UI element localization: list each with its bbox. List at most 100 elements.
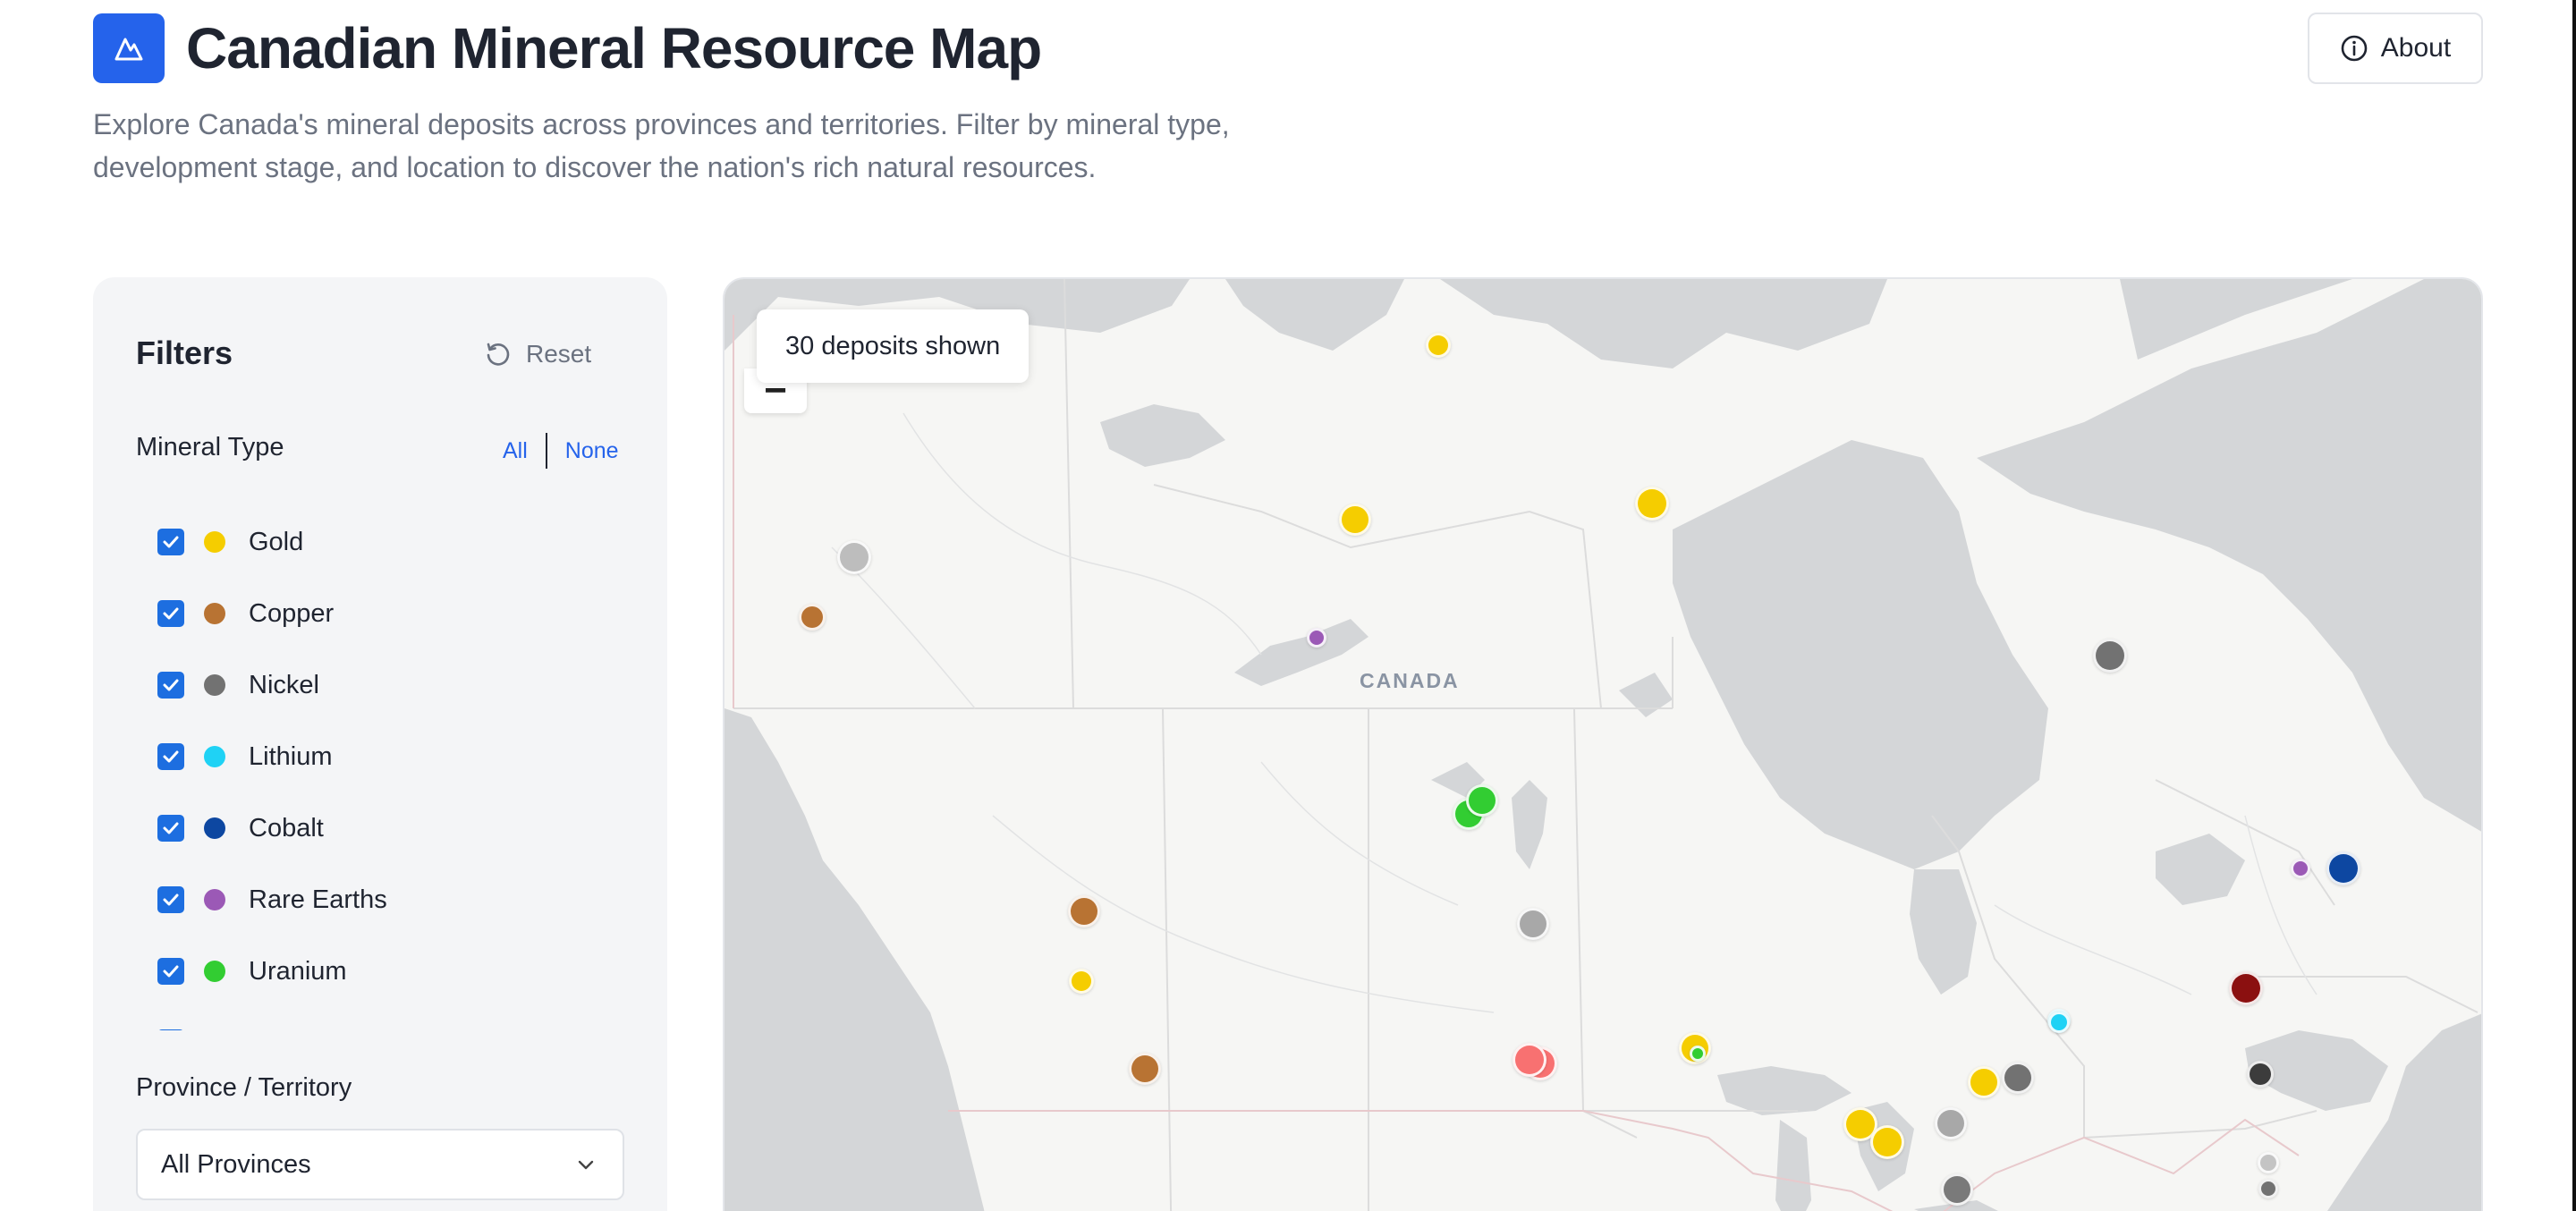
mineral-item-uranium[interactable]: Uranium [157, 952, 347, 991]
deposit-marker-gold[interactable] [1426, 333, 1451, 358]
filters-title: Filters [136, 335, 233, 371]
deposit-marker-copper[interactable] [799, 604, 826, 631]
deposit-marker-uranium[interactable] [1466, 784, 1498, 817]
mineral-label: Potash [249, 1029, 329, 1031]
lake-winnipeg [1512, 780, 1547, 869]
deposit-marker-potash[interactable] [1513, 1043, 1546, 1077]
about-button[interactable]: About [2308, 13, 2483, 84]
deposit-marker-nickel[interactable] [1941, 1173, 1973, 1206]
all-none-toggle: All None [503, 431, 619, 470]
deposit-marker-gold[interactable] [1843, 1107, 1877, 1141]
check-icon [163, 679, 179, 691]
mineral-item-nickel[interactable]: Nickel [157, 665, 319, 705]
atlantic-ocean [2327, 1013, 2481, 1211]
deposit-marker-nickel[interactable] [837, 540, 871, 574]
deposit-marker-nickel[interactable] [1935, 1107, 1967, 1139]
deposit-marker-gold[interactable] [1870, 1125, 1904, 1159]
deposit-marker-gold[interactable] [1339, 504, 1371, 536]
deposit-marker-gold[interactable] [1069, 969, 1094, 994]
page-title: Canadian Mineral Resource Map [186, 16, 1042, 80]
check-icon [163, 750, 179, 763]
divider [545, 433, 547, 469]
mineral-color-swatch [204, 746, 225, 767]
mineral-label: Lithium [249, 741, 333, 771]
mineral-type-label: Mineral Type [136, 433, 284, 462]
deposit-marker-uranium[interactable] [1690, 1046, 1706, 1062]
check-icon [163, 536, 179, 548]
mineral-color-swatch [204, 603, 225, 624]
deposit-marker-nickel[interactable] [1517, 908, 1549, 940]
mineral-list-clip: Gold Copper Nickel Lithium Cobalt Rare Earths… [93, 277, 667, 1030]
deposit-marker-gold[interactable] [1635, 487, 1669, 521]
checkbox[interactable] [157, 600, 184, 627]
deposit-marker-copper[interactable] [1068, 895, 1100, 927]
labrador-sea [1977, 279, 2481, 832]
province-borders [733, 279, 2479, 1211]
checkbox[interactable] [157, 1029, 184, 1030]
mineral-color-swatch [204, 674, 225, 696]
deposit-marker-nickel[interactable] [2258, 1152, 2279, 1173]
page-subtitle: Explore Canada's mineral deposits across… [93, 108, 1230, 183]
select-all-link[interactable]: All [503, 437, 528, 463]
mineral-item-lithium[interactable]: Lithium [157, 737, 333, 776]
check-icon [163, 822, 179, 834]
deposit-marker-rare-earths[interactable] [2291, 859, 2310, 878]
deposit-marker-gold[interactable] [1968, 1066, 2000, 1098]
reset-label: Reset [526, 340, 592, 368]
checkbox[interactable] [157, 672, 184, 699]
reset-icon [487, 343, 510, 366]
lake-michigan [1775, 1120, 1811, 1211]
check-icon [163, 607, 179, 620]
hudson-bay [1673, 440, 2048, 869]
deposit-marker-cobalt[interactable] [2326, 851, 2360, 885]
mineral-item-rare-earths[interactable]: Rare Earths [157, 880, 387, 919]
province-select[interactable]: All Provinces [136, 1129, 624, 1200]
province-label: Province / Territory [136, 1073, 352, 1102]
filters-panel: Filters Reset Mineral Type All None Gold… [93, 277, 667, 1211]
app-logo [93, 13, 165, 83]
great-bear-lake [1100, 404, 1225, 467]
select-none-link[interactable]: None [564, 437, 619, 463]
checkbox[interactable] [157, 743, 184, 770]
us-border [948, 1110, 2300, 1211]
checkbox[interactable] [157, 815, 184, 842]
mineral-item-copper[interactable]: Copper [157, 594, 334, 633]
pacific-ocean [724, 708, 985, 1211]
great-slave-lake [1234, 619, 1368, 686]
deposit-marker-rare-earths[interactable] [1307, 628, 1326, 648]
checkbox[interactable] [157, 886, 184, 913]
country-label: CANADA [1360, 669, 1460, 692]
check-icon [163, 965, 179, 978]
deposit-marker-nickel[interactable] [2258, 1179, 2278, 1198]
mineral-label: Gold [249, 527, 304, 556]
mineral-color-swatch [204, 961, 225, 982]
deposit-marker-lithium[interactable] [2048, 1012, 2070, 1033]
mineral-item-gold[interactable]: Gold [157, 522, 303, 562]
lake-superior [1717, 1066, 1852, 1115]
info-icon [2341, 35, 2368, 62]
province-select-value: All Provinces [161, 1149, 311, 1179]
arctic-water [724, 279, 1190, 351]
deposit-marker-nickel[interactable] [2247, 1061, 2274, 1088]
mineral-label: Cobalt [249, 813, 324, 843]
mineral-item-potash[interactable]: Potash [157, 1023, 329, 1030]
mineral-label: Uranium [249, 956, 347, 986]
mineral-color-swatch [204, 531, 225, 553]
reset-button[interactable]: Reset [483, 335, 591, 374]
mineral-color-swatch [204, 817, 225, 839]
deposit-marker[interactable] [2229, 971, 2263, 1005]
checkbox[interactable] [157, 529, 184, 555]
mineral-item-cobalt[interactable]: Cobalt [157, 809, 324, 848]
mineral-label: Copper [249, 598, 335, 628]
mountain-icon [114, 38, 143, 61]
checkbox[interactable] [157, 958, 184, 985]
map-container[interactable]: CANADA − 30 deposits shown [723, 277, 2483, 1211]
deposit-marker-nickel[interactable] [2002, 1062, 2034, 1094]
deposit-marker-copper[interactable] [1129, 1053, 1161, 1085]
about-label: About [2380, 33, 2452, 63]
deposit-marker-nickel[interactable] [2093, 639, 2127, 673]
deposit-count-badge: 30 deposits shown [757, 309, 1030, 383]
map-basemap[interactable] [724, 279, 2483, 1211]
check-icon [163, 893, 179, 906]
